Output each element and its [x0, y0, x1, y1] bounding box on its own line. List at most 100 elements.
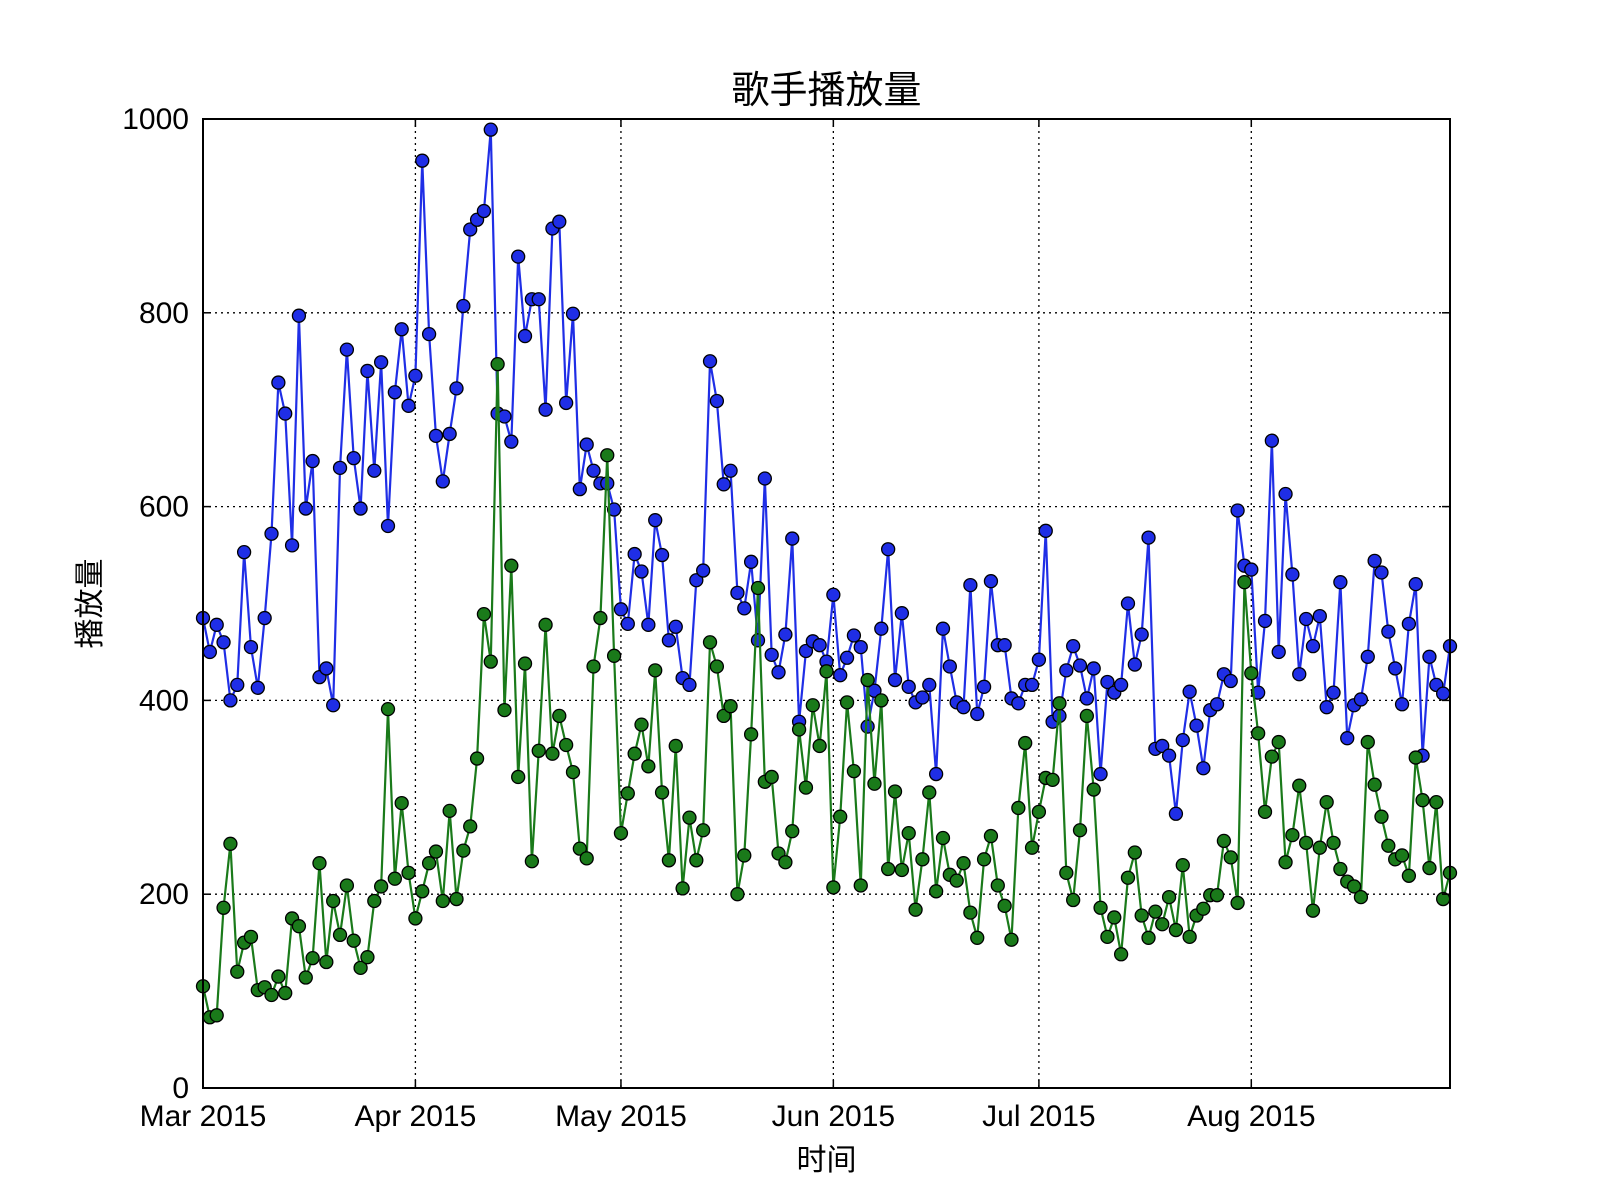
data-point	[1230, 503, 1245, 518]
plot-frame	[202, 118, 1451, 1089]
data-point	[682, 677, 697, 693]
data-point	[1196, 761, 1211, 776]
data-point	[490, 357, 505, 372]
data-point	[1394, 697, 1410, 712]
data-point	[1011, 800, 1026, 816]
data-point	[1031, 652, 1047, 667]
data-point	[1141, 530, 1156, 545]
data-point	[963, 905, 978, 920]
data-point	[730, 887, 745, 902]
data-point	[1189, 718, 1204, 733]
data-point	[216, 900, 231, 915]
data-point	[668, 619, 683, 634]
data-point	[497, 409, 512, 424]
data-point	[1326, 685, 1341, 700]
data-point	[970, 706, 985, 722]
data-point	[312, 856, 327, 871]
data-point	[408, 368, 423, 383]
data-point	[1230, 895, 1245, 911]
data-point	[1340, 731, 1355, 746]
series-layer	[195, 122, 1458, 1025]
data-point	[743, 554, 759, 569]
data-point	[935, 830, 951, 846]
data-point	[1422, 860, 1437, 876]
data-point	[750, 633, 766, 648]
data-point	[1113, 677, 1129, 693]
y-tick-label: 800	[139, 297, 189, 330]
data-point	[223, 836, 238, 851]
data-point	[360, 950, 375, 965]
data-point	[1127, 845, 1142, 860]
data-point	[696, 823, 711, 838]
data-point	[469, 751, 485, 766]
data-point	[997, 898, 1012, 913]
data-point	[367, 463, 382, 478]
data-point	[1168, 806, 1184, 821]
data-point	[1216, 833, 1232, 849]
data-point	[565, 306, 581, 321]
data-point	[278, 985, 293, 1001]
data-point	[894, 862, 910, 878]
data-point	[860, 719, 875, 734]
data-point	[874, 693, 889, 708]
data-point	[257, 610, 272, 626]
data-point	[1333, 861, 1348, 877]
series-2	[195, 357, 1458, 1025]
data-point	[1257, 613, 1273, 629]
data-point	[1223, 850, 1238, 865]
data-point	[1079, 691, 1095, 706]
data-point	[339, 342, 355, 357]
data-point	[1223, 673, 1238, 689]
data-point	[202, 644, 218, 660]
data-point	[305, 951, 320, 966]
data-point	[367, 893, 382, 909]
data-point	[1305, 903, 1321, 918]
data-point	[1312, 840, 1327, 855]
data-point	[785, 531, 800, 546]
data-point	[846, 628, 862, 643]
data-point	[250, 680, 265, 695]
data-point	[1100, 929, 1115, 944]
data-point	[627, 546, 642, 562]
y-tick-label: 1000	[122, 103, 189, 136]
data-point	[394, 322, 409, 337]
data-point	[524, 854, 540, 869]
data-point	[613, 826, 629, 841]
data-point	[600, 448, 615, 463]
data-point	[737, 601, 752, 616]
data-point	[504, 434, 519, 449]
data-point	[483, 122, 498, 137]
data-point	[805, 698, 820, 713]
data-point	[771, 665, 786, 680]
data-point	[750, 580, 766, 596]
data-point	[1278, 855, 1293, 870]
data-point	[586, 463, 601, 478]
x-tick-label: Aug 2015	[1187, 1100, 1315, 1133]
data-point	[881, 542, 896, 557]
data-point	[401, 865, 416, 881]
data-point	[1052, 696, 1067, 711]
data-point	[976, 679, 992, 694]
data-point	[1045, 772, 1060, 788]
data-point	[284, 538, 300, 553]
data-point	[1408, 750, 1423, 765]
data-point	[552, 708, 567, 724]
data-point	[1285, 567, 1300, 582]
data-point	[887, 672, 903, 688]
data-point	[606, 648, 622, 663]
data-point	[1244, 562, 1259, 577]
data-point	[497, 702, 512, 718]
data-point	[346, 933, 361, 948]
data-point	[696, 563, 711, 578]
data-point	[826, 587, 841, 602]
data-point	[319, 661, 334, 676]
data-point	[373, 879, 389, 894]
data-point	[1353, 692, 1369, 707]
data-point	[1429, 794, 1444, 810]
data-point	[648, 663, 663, 678]
data-point	[1059, 663, 1074, 678]
data-point	[401, 398, 416, 413]
data-point	[442, 803, 457, 819]
data-point	[319, 954, 334, 970]
chart-title: 歌手播放量	[731, 68, 921, 112]
